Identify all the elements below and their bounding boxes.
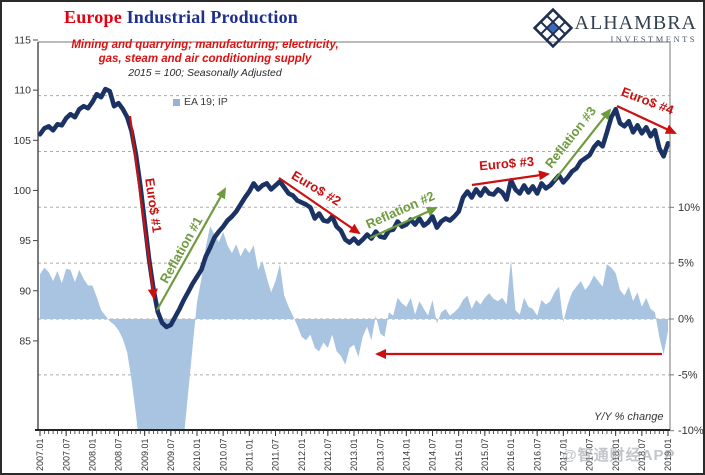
title-europe: Europe [64,7,122,27]
x-axis-label: 2015.01 [454,438,464,471]
x-axis-label: 2008.07 [114,438,124,471]
x-axis-label: 2009.07 [166,438,176,471]
watermark: @智通财经APP [562,447,676,464]
annotation-label-euro-3: Euro$ #3 [479,154,535,174]
left-axis-label: 90 [19,285,31,297]
x-axis-label: 2013.07 [375,438,385,471]
x-axis-label: 2017.07 [585,438,595,471]
annotation-label-euro-4: Euro$ #4 [619,84,676,118]
logo-subtitle: INVESTMENTS [610,33,697,44]
x-axis-label: 2018.01 [611,438,621,471]
annotation-arrow-euro-4 [616,105,677,134]
x-axis-label: 2008.01 [88,438,98,471]
x-axis-label: 2010.07 [218,438,228,471]
annotation-arrow-euro-2 [278,177,361,235]
x-axis-label: 2018.07 [637,438,647,471]
x-axis-label: 2011.07 [271,439,281,471]
x-axis-label: 2007.01 [35,438,45,471]
left-axis-label: 105 [13,135,31,147]
chart-legend: EA 19; IP [173,96,228,108]
x-axis-label: 2016.01 [506,438,516,471]
subtitle-basis-note: 2015 = 100; Seasonally Adjusted [128,67,282,80]
annotation-arrow-reflation-2 [369,206,438,240]
page-title: Europe Industrial Production [64,7,298,28]
right-axis-label: 5% [678,258,694,270]
title-rest: Industrial Production [121,7,298,27]
x-axis-label: 2017.01 [559,438,569,471]
left-axis-label: 110 [14,85,31,97]
annotation-arrow-reflation-1 [156,187,226,311]
x-axis-label: 2019.01 [663,438,673,471]
right-axis-label: 10% [678,202,700,214]
x-axis-label: 2014.07 [428,438,438,471]
x-axis-label: 2007.07 [61,438,71,471]
annotation-arrow-reflation-3 [553,108,612,182]
logo-name: ALHAMBRA [574,11,697,34]
left-axis-label: 95 [19,235,31,247]
subtitle-line2: gas, steam and air conditioning supply [98,52,312,65]
x-axis-label: 2015.07 [480,438,490,471]
x-axis-label: 2012.07 [323,438,333,471]
legend-label: EA 19; IP [184,96,228,108]
x-axis-label: 2014.01 [402,438,412,471]
yoy-axis-note: Y/Y % change [594,411,664,423]
alhambra-logo-text: ALHAMBRA INVESTMENTS [575,13,697,44]
left-axis-label: 85 [19,335,31,347]
x-axis-label: 2012.01 [297,438,307,471]
x-axis-label: 2013.01 [349,438,359,471]
legend-swatch [173,98,180,106]
left-axis-label: 100 [13,185,31,197]
alhambra-diamond-icon [532,7,573,49]
chart-subtitle: Mining and quarrying; manufacturing; ele… [40,39,370,80]
right-axis-label: -5% [678,369,698,381]
annotation-arrow-euro-3 [471,170,550,187]
x-axis-label: 2011.01 [245,439,255,471]
alhambra-logo: ALHAMBRA INVESTMENTS [531,6,697,50]
yoy-area [40,226,668,430]
right-axis-label: -10% [678,425,704,437]
annotation-arrow-euro-1 [128,115,158,300]
x-axis-label: 2010.01 [192,438,202,471]
right-axis-label: 0% [678,314,694,326]
subtitle-line1: Mining and quarrying; manufacturing; ele… [71,39,339,51]
x-axis-label: 2016.07 [532,438,542,471]
left-axis-label: 115 [14,35,31,47]
x-axis-label: 2009.01 [140,438,150,471]
